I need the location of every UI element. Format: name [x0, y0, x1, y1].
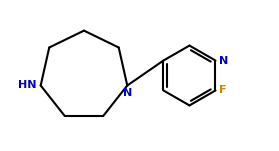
Text: F: F — [220, 85, 227, 95]
Text: HN: HN — [18, 80, 37, 90]
Text: N: N — [220, 56, 229, 66]
Text: N: N — [123, 88, 132, 98]
